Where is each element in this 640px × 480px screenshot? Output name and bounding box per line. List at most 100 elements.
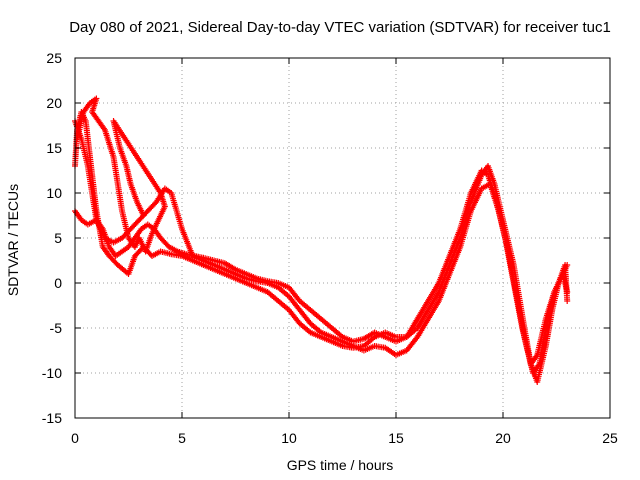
data-point xyxy=(267,291,269,293)
data-point xyxy=(427,309,429,311)
data-point xyxy=(277,300,279,302)
data-point xyxy=(363,338,365,340)
data-point xyxy=(538,363,540,365)
data-point xyxy=(168,246,170,248)
data-point xyxy=(224,262,226,264)
data-point xyxy=(142,214,145,217)
data-point xyxy=(493,183,496,185)
data-point xyxy=(134,255,136,257)
data-point xyxy=(566,300,568,302)
y-tick-label: 5 xyxy=(54,230,62,246)
data-point xyxy=(112,156,115,158)
data-point xyxy=(104,129,106,131)
data-point xyxy=(185,253,187,255)
data-point xyxy=(87,223,89,226)
y-axis-label: SDTVAR / TECUs xyxy=(5,184,21,296)
series-track-4 xyxy=(74,95,168,255)
data-point xyxy=(331,340,333,343)
data-point xyxy=(164,205,166,208)
data-point xyxy=(245,273,247,275)
data-point xyxy=(495,201,498,203)
data-point xyxy=(487,165,489,167)
data-point xyxy=(416,327,418,329)
data-point xyxy=(320,331,322,334)
data-point xyxy=(121,237,123,239)
data-point xyxy=(320,336,322,338)
data-point xyxy=(513,282,515,284)
data-point xyxy=(192,259,194,262)
data-point xyxy=(459,246,461,248)
data-point xyxy=(80,138,83,140)
data-point xyxy=(213,268,215,271)
data-point xyxy=(530,363,532,365)
data-point xyxy=(127,246,130,248)
data-point xyxy=(438,291,440,293)
data-point xyxy=(309,331,311,334)
y-tick-label: 15 xyxy=(46,140,62,156)
data-point xyxy=(374,336,376,338)
data-point xyxy=(309,322,311,325)
axis-ticks xyxy=(74,57,611,419)
data-point xyxy=(470,210,472,212)
data-point xyxy=(245,277,247,280)
data-point xyxy=(245,282,247,284)
data-point xyxy=(551,309,553,311)
data-point xyxy=(95,97,97,100)
y-tick-label: 0 xyxy=(54,275,62,291)
data-point xyxy=(224,268,226,271)
data-point xyxy=(553,291,555,293)
data-point xyxy=(155,201,157,203)
data-point xyxy=(121,210,123,212)
x-tick-label: 5 xyxy=(178,430,186,446)
data-point xyxy=(136,201,138,203)
data-point xyxy=(545,345,547,347)
data-point xyxy=(213,259,215,262)
data-point xyxy=(277,282,279,284)
data-point xyxy=(130,183,132,185)
data-point xyxy=(145,250,147,253)
y-tick-label: -10 xyxy=(42,365,62,381)
x-tick-label: 20 xyxy=(495,430,511,446)
x-tick-label: 0 xyxy=(71,430,79,446)
data-point xyxy=(224,273,226,275)
data-point xyxy=(395,340,397,343)
x-tick-label: 15 xyxy=(388,430,404,446)
data-point xyxy=(341,340,344,343)
data-point xyxy=(384,336,386,338)
tick-labels: 0 5 10 15 20 25 -15 -10 -5 0 5 10 15 20 25 xyxy=(42,50,618,446)
y-tick-label: 25 xyxy=(46,50,62,66)
data-point xyxy=(341,345,344,347)
data-point xyxy=(438,282,440,284)
y-tick-label: 20 xyxy=(46,95,62,111)
data-point xyxy=(521,327,523,329)
data-point xyxy=(89,102,91,104)
data-point xyxy=(374,345,376,347)
data-point xyxy=(177,250,179,253)
data-point xyxy=(127,273,130,275)
data-point xyxy=(87,165,89,167)
data-point xyxy=(138,219,140,221)
data-point xyxy=(374,331,376,334)
data-point xyxy=(536,354,538,356)
data-point xyxy=(406,349,408,352)
data-point xyxy=(80,219,83,221)
data-point xyxy=(76,138,78,140)
data-point xyxy=(427,300,429,302)
data-point xyxy=(164,187,166,190)
data-point xyxy=(395,354,397,356)
data-point xyxy=(427,318,429,320)
data-point xyxy=(459,228,461,230)
x-axis-label: GPS time / hours xyxy=(287,457,394,473)
data-point xyxy=(536,381,538,383)
data-point xyxy=(267,280,269,282)
data-point xyxy=(82,111,85,113)
data-point xyxy=(320,318,322,320)
data-point xyxy=(504,237,506,239)
data-point xyxy=(481,187,483,190)
data-point xyxy=(194,255,196,257)
data-point xyxy=(384,331,386,334)
data-point xyxy=(448,273,451,275)
data-point xyxy=(234,268,237,271)
data-point xyxy=(202,264,204,266)
data-point xyxy=(438,300,440,302)
